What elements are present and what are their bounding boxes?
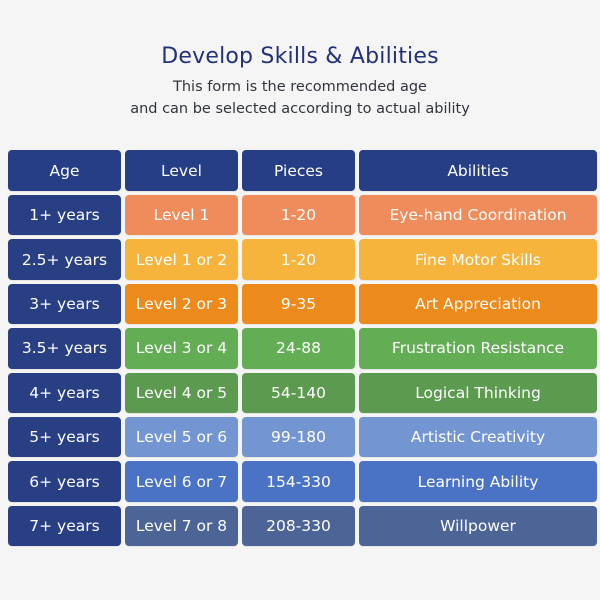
- pieces-cell: 1-20: [242, 239, 355, 280]
- level-cell: Level 2 or 3: [125, 283, 238, 325]
- ability-cell: Learning Ability: [359, 461, 597, 502]
- pieces-cell: 154-330: [242, 461, 355, 502]
- ability-cell: Artistic Creativity: [359, 416, 597, 458]
- skills-table: Age Level Pieces Abilities 1+ years Leve…: [8, 150, 597, 547]
- age-cell: 4+ years: [8, 372, 121, 413]
- pieces-cell: 1-20: [242, 195, 355, 236]
- level-cell: Level 4 or 5: [125, 372, 238, 413]
- age-cell: 2.5+ years: [8, 239, 121, 280]
- column-header-level: Level: [125, 150, 238, 191]
- pieces-cell: 9-35: [242, 283, 355, 325]
- pieces-cell: 99-180: [242, 416, 355, 458]
- subtitle-line-1: This form is the recommended age: [173, 79, 427, 95]
- level-cell: Level 1: [125, 195, 238, 236]
- ability-cell: Fine Motor Skills: [359, 239, 597, 280]
- age-cell: 7+ years: [8, 505, 121, 547]
- page-title: Develop Skills & Abilities: [161, 44, 439, 69]
- level-cell: Level 5 or 6: [125, 416, 238, 458]
- pieces-cell: 24-88: [242, 328, 355, 369]
- age-cell: 5+ years: [8, 416, 121, 458]
- level-cell: Level 1 or 2: [125, 239, 238, 280]
- ability-cell: Logical Thinking: [359, 372, 597, 413]
- ability-cell: Willpower: [359, 505, 597, 547]
- age-cell: 1+ years: [8, 195, 121, 236]
- pieces-cell: 54-140: [242, 372, 355, 413]
- age-cell: 6+ years: [8, 461, 121, 502]
- level-cell: Level 3 or 4: [125, 328, 238, 369]
- ability-cell: Frustration Resistance: [359, 328, 597, 369]
- column-header-abilities: Abilities: [359, 150, 597, 191]
- ability-cell: Eye-hand Coordination: [359, 195, 597, 236]
- column-header-pieces: Pieces: [242, 150, 355, 191]
- column-header-age: Age: [8, 150, 121, 191]
- pieces-cell: 208-330: [242, 505, 355, 547]
- age-cell: 3+ years: [8, 283, 121, 325]
- level-cell: Level 6 or 7: [125, 461, 238, 502]
- level-cell: Level 7 or 8: [125, 505, 238, 547]
- subtitle-line-2: and can be selected according to actual …: [130, 101, 470, 117]
- age-cell: 3.5+ years: [8, 328, 121, 369]
- ability-cell: Art Appreciation: [359, 283, 597, 325]
